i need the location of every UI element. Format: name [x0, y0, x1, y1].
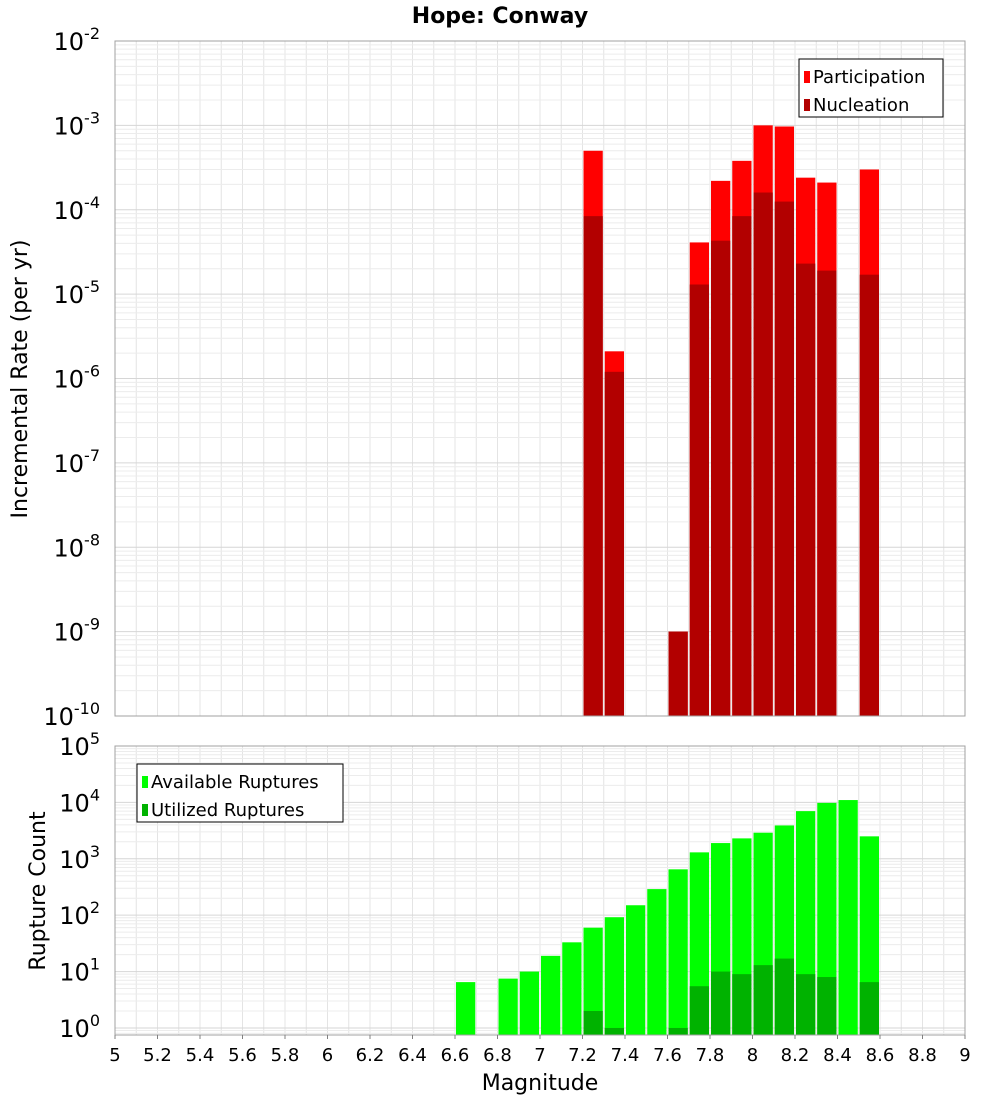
bottom-x-tick-label: 9 [959, 1045, 970, 1066]
top-y-tick-label: 10-10 [43, 699, 100, 731]
top-legend: Participation Nucleation [798, 58, 944, 118]
bottom-x-tick-label: 5 [109, 1045, 120, 1066]
bottom-x-tick-label: 7.6 [653, 1045, 682, 1066]
bottom-plot-panel: 100 101 102 103 104 105 5 5.2 5.4 5.6 5.8 6 6.2 6.4 6.… [59, 729, 970, 1066]
bottom-bar-secondary [753, 965, 773, 1035]
top-y-tick-label: 10-7 [54, 446, 101, 478]
top-bar-secondary [668, 631, 688, 716]
bottom-bar-secondary [604, 1027, 624, 1035]
bottom-bar-primary [519, 971, 539, 1035]
top-bar-secondary [711, 240, 731, 717]
bottom-x-tick-label: 7.4 [611, 1045, 640, 1066]
bottom-bar-secondary [583, 1010, 603, 1035]
bottom-legend-label: Utilized Ruptures [151, 800, 304, 821]
bottom-bar-primary [498, 978, 518, 1035]
top-legend-swatch [804, 99, 810, 111]
bottom-bar-primary [817, 802, 837, 1035]
bottom-y-tick-label: 104 [59, 785, 100, 817]
bottom-bar-secondary [689, 986, 709, 1035]
bottom-x-tick-label: 7.2 [568, 1045, 597, 1066]
top-y-tick-label: 10-5 [54, 277, 101, 309]
bottom-bar-primary [668, 869, 688, 1035]
bottom-bar-secondary [732, 974, 752, 1035]
bottom-y-tick-label: 101 [59, 955, 100, 987]
bottom-y-tick-label: 102 [59, 898, 100, 930]
top-y-tick-label: 10-8 [54, 530, 101, 562]
bottom-x-tick-label: 6 [322, 1045, 333, 1066]
top-bars [583, 125, 879, 717]
top-legend-box [798, 58, 944, 118]
bottom-x-tick-label: 6.8 [483, 1045, 512, 1066]
bottom-x-tick-label: 5.8 [271, 1045, 300, 1066]
top-legend-label: Participation [813, 67, 925, 88]
bottom-x-tick-label: 8.8 [908, 1045, 937, 1066]
bottom-x-tick-label: 8.2 [781, 1045, 810, 1066]
top-bar-secondary [689, 284, 709, 716]
x-axis-label: Magnitude [482, 1071, 599, 1096]
bottom-y-axis-label: Rupture Count [26, 811, 51, 971]
bottom-x-tick-label: 8.6 [866, 1045, 895, 1066]
top-y-tick-label: 10-2 [54, 24, 101, 56]
top-legend-label: Nucleation [813, 95, 909, 116]
bottom-x-tick-label: 8 [747, 1045, 758, 1066]
bottom-bar-primary [604, 917, 624, 1035]
chart-title: Hope: Conway [412, 4, 588, 29]
bottom-bar-secondary [796, 974, 816, 1035]
top-bar-secondary [753, 192, 773, 717]
top-y-tick-label: 10-9 [54, 615, 101, 647]
bottom-bar-primary [838, 800, 858, 1035]
top-bar-secondary [583, 216, 603, 717]
bottom-x-tick-label: 7 [534, 1045, 545, 1066]
bottom-bar-primary [456, 982, 476, 1035]
bottom-bar-secondary [668, 1027, 688, 1035]
top-y-tick-labels: 10-10 10-9 10-8 10-7 10-6 10-5 10-4 10-3 10-2 [43, 24, 100, 731]
bottom-bar-secondary [817, 977, 837, 1035]
top-plot-panel: 10-10 10-9 10-8 10-7 10-6 10-5 10-4 10-3 10-2 Par… [43, 24, 966, 731]
bottom-x-tick-label: 7.8 [696, 1045, 725, 1066]
top-bar-secondary [604, 371, 624, 716]
top-bar-secondary [732, 216, 752, 717]
bottom-y-tick-label: 103 [59, 842, 100, 874]
bottom-bar-primary [647, 889, 667, 1035]
bottom-bars [456, 800, 879, 1035]
bottom-bar-secondary [774, 958, 794, 1035]
bottom-x-tick-label: 5.6 [228, 1045, 257, 1066]
top-y-tick-label: 10-4 [54, 193, 101, 225]
bottom-x-tick-labels: 5 5.2 5.4 5.6 5.8 6 6.2 6.4 6.6 6.8 7 7.2 7.4 7.6 7.8 8… [109, 1035, 971, 1066]
top-plot-border [114, 40, 966, 717]
top-bar-secondary [859, 274, 879, 716]
bottom-bar-primary [541, 955, 561, 1035]
bottom-x-tick-label: 6.4 [398, 1045, 427, 1066]
bottom-x-tick-label: 8.4 [823, 1045, 852, 1066]
bottom-bar-primary [583, 927, 603, 1035]
top-y-tick-label: 10-6 [54, 362, 101, 394]
bottom-y-tick-label: 105 [59, 729, 100, 761]
bottom-legend: Available Ruptures Utilized Ruptures [136, 763, 344, 823]
bottom-legend-box [136, 763, 344, 823]
bottom-y-tick-labels: 100 101 102 103 104 105 [59, 729, 100, 1043]
bottom-x-tick-label: 5.2 [143, 1045, 172, 1066]
bottom-bar-secondary [859, 982, 879, 1035]
bottom-legend-label: Available Ruptures [151, 772, 319, 793]
top-y-axis-label: Incremental Rate (per yr) [8, 240, 33, 519]
top-bar-secondary [817, 270, 837, 716]
bottom-x-tick-label: 5.4 [186, 1045, 215, 1066]
top-grid [114, 41, 966, 717]
top-bar-secondary [796, 263, 816, 716]
bottom-legend-swatch [142, 776, 148, 788]
bottom-y-tick-label: 100 [59, 1011, 100, 1043]
bottom-legend-swatch [142, 804, 148, 816]
top-y-tick-label: 10-3 [54, 108, 101, 140]
top-bar-secondary [774, 201, 794, 716]
bottom-x-tick-label: 6.6 [441, 1045, 470, 1066]
top-legend-swatch [804, 71, 810, 83]
bottom-bar-primary [562, 942, 582, 1035]
bottom-bar-secondary [711, 971, 731, 1035]
bottom-x-tick-label: 6.2 [356, 1045, 385, 1066]
bottom-bar-primary [626, 905, 646, 1035]
